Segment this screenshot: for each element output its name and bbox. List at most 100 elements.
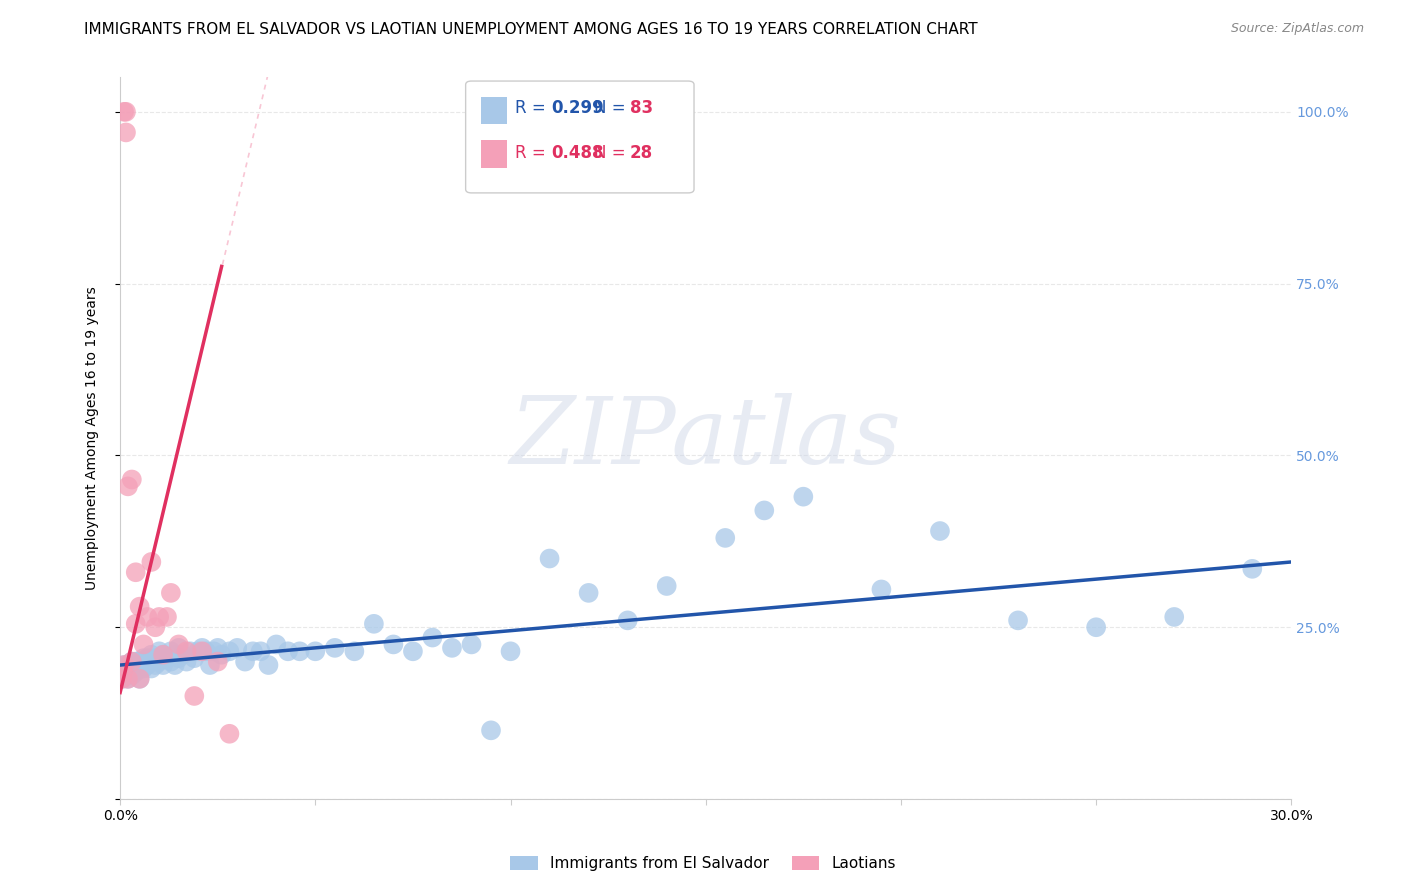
Point <box>422 631 444 645</box>
Point <box>242 644 264 658</box>
Point <box>176 644 198 658</box>
Point <box>115 125 138 139</box>
Point <box>198 658 221 673</box>
Point <box>111 672 134 686</box>
Point <box>121 661 143 675</box>
Point <box>211 648 233 662</box>
Point <box>112 104 135 119</box>
Point <box>176 655 198 669</box>
Point <box>141 555 163 569</box>
Point <box>111 672 134 686</box>
Point <box>132 661 155 675</box>
Point <box>125 616 148 631</box>
Point <box>115 104 138 119</box>
Text: 0.488: 0.488 <box>551 145 603 162</box>
Point <box>128 661 150 675</box>
Point <box>207 655 229 669</box>
Point <box>538 551 561 566</box>
Text: R =: R = <box>515 145 551 162</box>
Point <box>792 490 814 504</box>
Point <box>363 616 385 631</box>
Point <box>160 586 183 600</box>
Point <box>1085 620 1108 634</box>
Point <box>277 644 299 658</box>
Point <box>578 586 600 600</box>
Point <box>115 665 138 679</box>
Point <box>655 579 678 593</box>
Point <box>143 658 166 673</box>
Point <box>117 665 139 679</box>
Point <box>288 644 311 658</box>
Point <box>128 672 150 686</box>
Point <box>136 658 159 673</box>
Point <box>121 655 143 669</box>
Point <box>1241 562 1264 576</box>
Point <box>183 651 205 665</box>
Y-axis label: Unemployment Among Ages 16 to 19 years: Unemployment Among Ages 16 to 19 years <box>86 286 100 591</box>
Point <box>249 644 271 658</box>
Text: R =: R = <box>515 99 551 117</box>
Text: Source: ZipAtlas.com: Source: ZipAtlas.com <box>1230 22 1364 36</box>
Point <box>929 524 952 538</box>
Point <box>323 640 346 655</box>
Point <box>112 658 135 673</box>
Point <box>118 661 141 675</box>
Point <box>870 582 893 597</box>
Point <box>257 658 280 673</box>
Point <box>148 610 170 624</box>
Point <box>128 672 150 686</box>
Point <box>402 644 425 658</box>
Point <box>1007 613 1029 627</box>
Point <box>128 655 150 669</box>
Point <box>117 658 139 673</box>
Point <box>191 644 214 658</box>
Point <box>460 637 482 651</box>
Point <box>152 658 174 673</box>
Point <box>152 648 174 662</box>
Point <box>226 640 249 655</box>
Text: N =: N = <box>595 145 631 162</box>
Point <box>143 651 166 665</box>
Text: 83: 83 <box>630 99 652 117</box>
Point <box>136 610 159 624</box>
Point <box>440 640 463 655</box>
Point <box>187 644 209 658</box>
Point <box>121 473 143 487</box>
Point <box>202 644 225 658</box>
Point <box>143 620 166 634</box>
Point <box>754 503 776 517</box>
Point <box>125 566 148 580</box>
Point <box>156 610 179 624</box>
Point <box>179 644 201 658</box>
FancyBboxPatch shape <box>481 140 506 168</box>
Point <box>112 665 135 679</box>
Point <box>148 655 170 669</box>
Point <box>163 648 186 662</box>
Point <box>382 637 405 651</box>
Point <box>218 727 240 741</box>
FancyBboxPatch shape <box>481 97 506 124</box>
Point <box>141 661 163 675</box>
Point <box>183 689 205 703</box>
Point <box>343 644 366 658</box>
Point <box>141 648 163 662</box>
Point <box>172 648 194 662</box>
Text: ZIPatlas: ZIPatlas <box>510 393 901 483</box>
Point <box>195 644 218 658</box>
Point <box>1163 610 1185 624</box>
Point <box>266 637 288 651</box>
Point <box>160 644 183 658</box>
Point <box>117 672 139 686</box>
Point <box>714 531 737 545</box>
Point <box>141 655 163 669</box>
Point <box>125 658 148 673</box>
Point <box>479 723 502 738</box>
Point <box>125 655 148 669</box>
Point <box>132 651 155 665</box>
Point <box>207 640 229 655</box>
Point <box>117 672 139 686</box>
Point <box>304 644 326 658</box>
Point <box>112 665 135 679</box>
Point <box>125 665 148 679</box>
Point <box>167 640 190 655</box>
